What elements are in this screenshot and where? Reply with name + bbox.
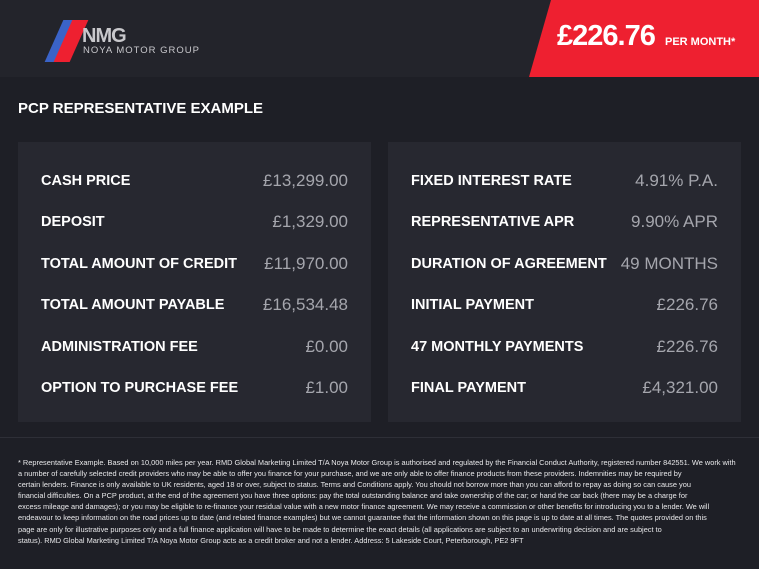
finance-row: TOTAL AMOUNT OF CREDIT £11,970.00 — [41, 252, 348, 276]
footnote-disclaimer: * Representative Example. Based on 10,00… — [18, 457, 736, 546]
finance-row: REPRESENTATIVE APR 9.90% APR — [411, 210, 718, 234]
row-value: £226.76 — [656, 295, 718, 314]
page-title: PCP REPRESENTATIVE EXAMPLE — [18, 100, 264, 117]
footnote-line: excess mileage and damages); or you may … — [18, 502, 710, 512]
footnote-line: status). RMD Global Marketing Limited T/… — [18, 535, 524, 545]
row-value: £13,299.00 — [262, 171, 348, 190]
row-label: REPRESENTATIVE APR — [411, 214, 575, 230]
row-value: £226.76 — [656, 337, 718, 356]
finance-row: INITIAL PAYMENT £226.76 — [411, 293, 718, 317]
finance-row: TOTAL AMOUNT PAYABLE £16,534.48 — [41, 293, 348, 317]
footnote-line: page are only for illustrative purposes … — [18, 524, 662, 534]
row-label: TOTAL AMOUNT PAYABLE — [41, 297, 225, 313]
row-value: £4,321.00 — [642, 378, 718, 397]
footnote-line: a number of carefully selected credit pr… — [18, 469, 682, 479]
finance-row: CASH PRICE £13,299.00 — [41, 169, 348, 193]
finance-row: DEPOSIT £1,329.00 — [41, 210, 348, 234]
footnote-line: financial difficulties. On a PCP product… — [18, 491, 688, 501]
row-value: 4.91% P.A. — [635, 171, 718, 190]
row-label: TOTAL AMOUNT OF CREDIT — [41, 256, 238, 272]
row-value: £0.00 — [305, 337, 348, 356]
row-label: FIXED INTEREST RATE — [411, 173, 572, 189]
footnote-line: * Representative Example. Based on 10,00… — [18, 458, 736, 467]
finance-row: FINAL PAYMENT £4,321.00 — [411, 376, 718, 400]
row-label: ADMINISTRATION FEE — [41, 339, 198, 355]
row-label: OPTION TO PURCHASE FEE — [41, 380, 239, 396]
finance-row: ADMINISTRATION FEE £0.00 — [41, 335, 348, 359]
row-value: 9.90% APR — [631, 212, 718, 231]
row-label: INITIAL PAYMENT — [411, 297, 534, 313]
noya-motor-group-logo[interactable]: NMG NOYA MOTOR GROUP — [44, 18, 216, 64]
finance-row: DURATION OF AGREEMENT 49 MONTHS — [411, 252, 718, 276]
finance-row: 47 MONTHLY PAYMENTS £226.76 — [411, 335, 718, 359]
per-month-label: PER MONTH* — [665, 36, 736, 48]
row-label: FINAL PAYMENT — [411, 380, 526, 396]
monthly-price: £226.76 — [557, 20, 656, 52]
footnote-line: endeavour to keep information on the roa… — [18, 513, 707, 523]
row-label: DEPOSIT — [41, 214, 105, 230]
row-value: £11,970.00 — [264, 254, 348, 273]
row-value: £1,329.00 — [272, 212, 348, 231]
finance-panel-right: FIXED INTEREST RATE 4.91% P.A. REPRESENTA… — [388, 142, 741, 422]
row-label: DURATION OF AGREEMENT — [411, 256, 607, 272]
header: NMG NOYA MOTOR GROUP £226.76 PER MONTH* — [0, 0, 759, 77]
row-label: CASH PRICE — [41, 173, 131, 189]
finance-panel-left: CASH PRICE £13,299.00 DEPOSIT £1,329.00 TO… — [18, 142, 371, 422]
logo-text: NMG — [82, 25, 127, 47]
logo-subtitle: NOYA MOTOR GROUP — [83, 45, 200, 56]
row-value: £16,534.48 — [262, 295, 348, 314]
row-value: 49 MONTHS — [620, 254, 718, 273]
footnote-line: certain lenders. Finance is only availab… — [18, 480, 691, 490]
finance-row: FIXED INTEREST RATE 4.91% P.A. — [411, 169, 718, 193]
monthly-price-banner: £226.76 PER MONTH* — [529, 0, 759, 77]
divider — [0, 437, 759, 438]
row-value: £1.00 — [305, 378, 348, 397]
finance-row: OPTION TO PURCHASE FEE £1.00 — [41, 376, 348, 400]
row-label: 47 MONTHLY PAYMENTS — [411, 339, 584, 355]
